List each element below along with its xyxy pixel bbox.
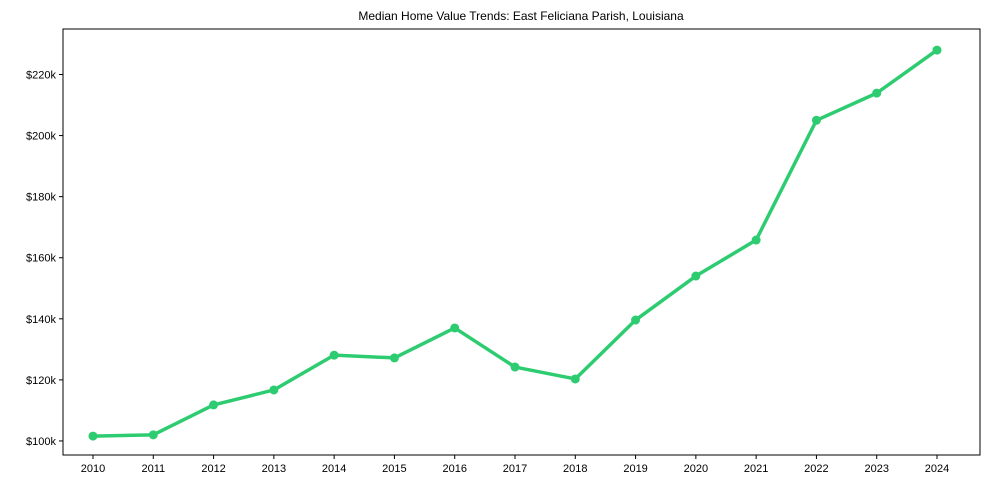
y-tick-label: $200k — [26, 131, 56, 143]
y-tick-label: $180k — [26, 192, 56, 204]
x-tick-label: 2016 — [442, 463, 466, 475]
y-tick-label: $140k — [26, 314, 56, 326]
data-point — [510, 362, 520, 372]
y-tick-label: $160k — [26, 253, 56, 265]
x-tick-label: 2013 — [262, 463, 286, 475]
data-point — [148, 430, 158, 440]
x-tick-label: 2017 — [503, 463, 527, 475]
y-tick-label: $220k — [26, 70, 56, 82]
x-tick-label: 2018 — [563, 463, 587, 475]
x-tick-label: 2015 — [382, 463, 406, 475]
x-tick-label: 2012 — [201, 463, 225, 475]
x-tick-label: 2011 — [141, 463, 165, 475]
x-tick-label: 2023 — [864, 463, 888, 475]
data-point — [570, 374, 580, 384]
data-point — [450, 323, 460, 333]
y-tick-label: $100k — [26, 436, 56, 448]
x-tick-label: 2010 — [81, 463, 105, 475]
x-tick-label: 2014 — [322, 463, 346, 475]
chart-title: Median Home Value Trends: East Feliciana… — [358, 9, 684, 23]
data-point — [269, 385, 279, 395]
x-tick-label: 2021 — [744, 463, 768, 475]
x-tick-label: 2019 — [623, 463, 647, 475]
data-point — [872, 88, 882, 98]
y-axis: $100k $120k $140k $160k $180k $200k $220k — [26, 70, 63, 448]
data-point — [209, 400, 219, 410]
data-point — [631, 315, 641, 325]
data-point — [389, 353, 399, 363]
x-tick-label: 2020 — [684, 463, 708, 475]
data-point — [811, 115, 821, 125]
data-point — [932, 45, 942, 55]
x-axis: 2010 2011 2012 2013 2014 2015 2016 2017 2018 2019… — [81, 455, 949, 475]
x-tick-label: 2022 — [804, 463, 828, 475]
data-point — [751, 235, 761, 245]
plot-area — [62, 28, 981, 456]
series-line — [92, 48, 939, 438]
x-tick-label: 2024 — [925, 463, 949, 475]
data-point — [88, 431, 98, 441]
data-point — [329, 350, 339, 360]
data-point — [691, 271, 701, 281]
y-tick-label: $120k — [26, 375, 56, 387]
series-group — [88, 45, 942, 441]
